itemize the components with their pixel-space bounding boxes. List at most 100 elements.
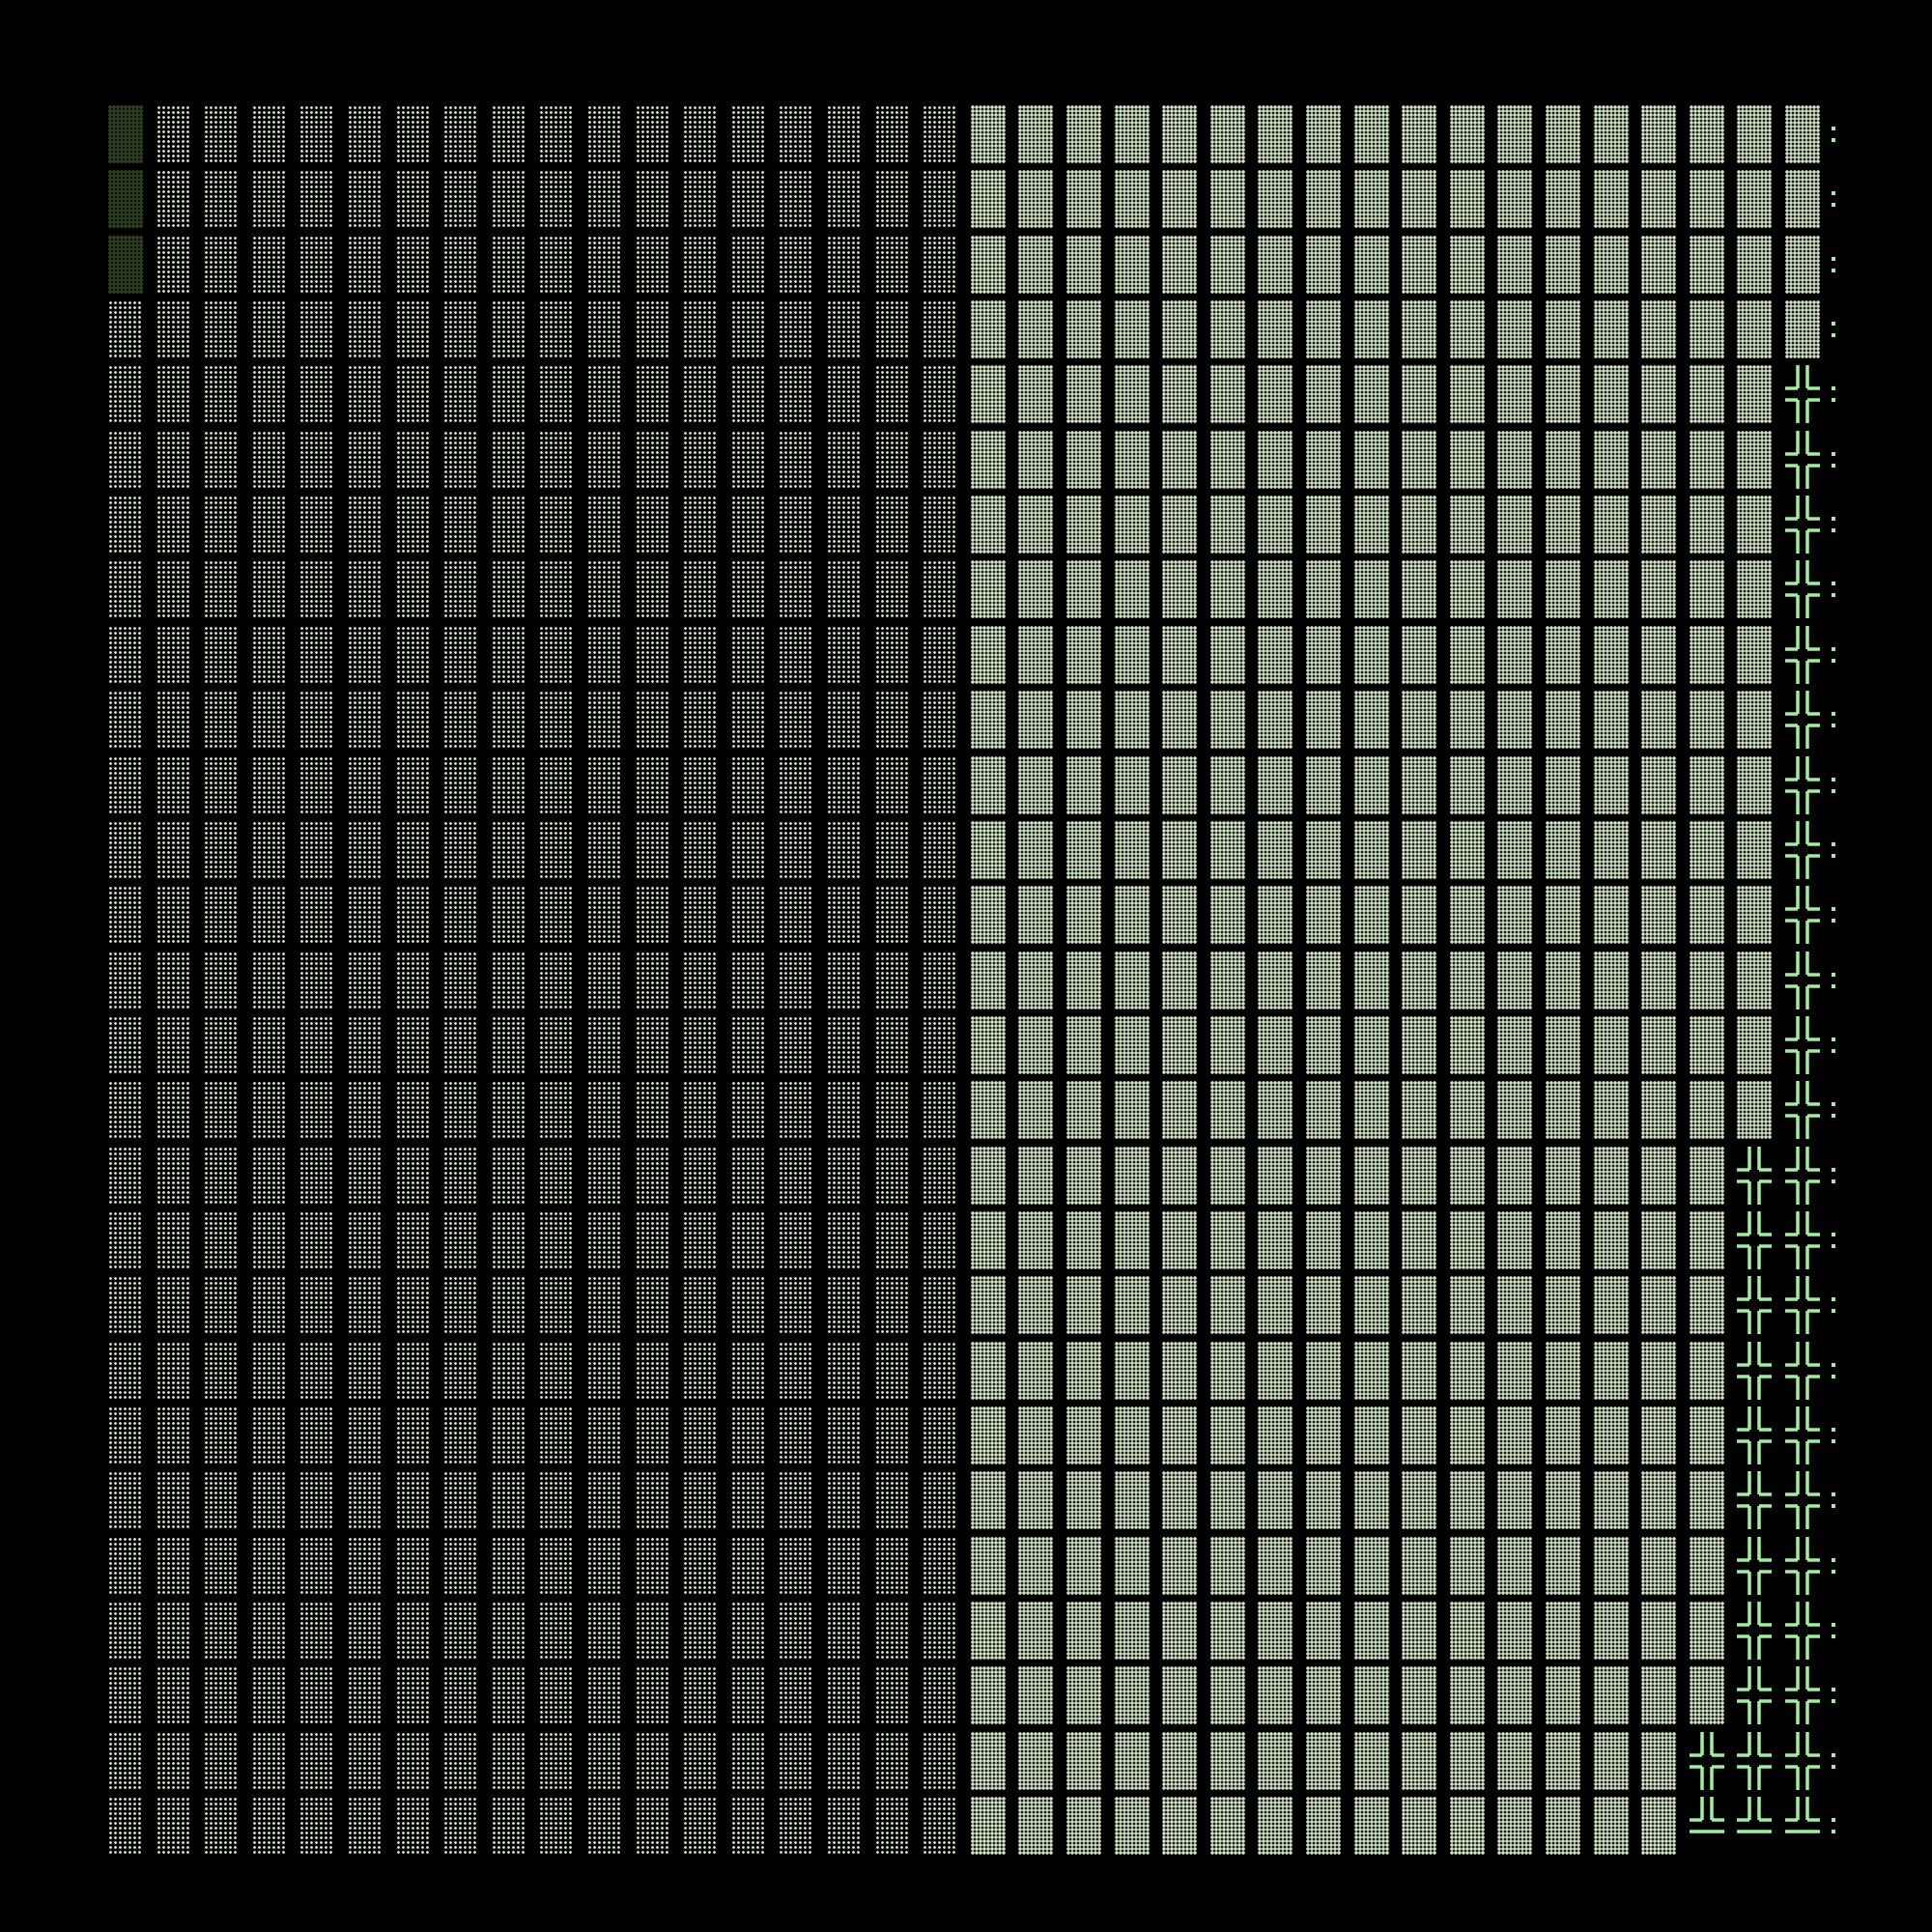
medium-shade-cell [1497,365,1533,424]
light-shade-cell [204,886,240,945]
medium-shade-cell [1593,430,1629,489]
medium-shade-cell [1018,1081,1054,1140]
box-cross-glyph [1785,430,1820,489]
light-shade-cell [779,1602,814,1661]
medium-shade-cell [1066,300,1101,359]
medium-shade-cell [1162,625,1198,684]
light-shade-cell [491,1536,526,1595]
light-shade-cell [251,1276,287,1335]
light-shade-cell [443,755,479,814]
medium-shade-cell [1306,1015,1341,1074]
light-shade-cell [683,625,719,684]
medium-shade-cell [1162,1797,1198,1856]
light-shade-cell [730,430,766,489]
light-shade-cell [539,365,575,424]
medium-shade-cell [1593,625,1629,684]
light-shade-cell [923,170,958,229]
medium-shade-cell [1402,560,1437,619]
row-end-colon [1826,236,1843,294]
medium-shade-cell [1449,886,1485,945]
light-shade-cell [395,625,431,684]
medium-shade-cell [970,1536,1006,1595]
row-end-colon [1826,756,1843,814]
medium-shade-cell [1162,1210,1198,1269]
medium-shade-cell [1258,1081,1293,1140]
medium-shade-cell [970,430,1006,489]
medium-shade-cell [1402,1146,1437,1205]
light-shade-cell [348,300,383,359]
medium-shade-cell [1546,1471,1580,1530]
light-shade-cell [299,1406,335,1464]
light-shade-cell [204,1146,240,1205]
light-shade-cell [443,430,479,489]
light-shade-cell [251,820,287,879]
medium-shade-cell [1641,1731,1677,1790]
medium-shade-cell [1066,560,1101,619]
light-shade-cell [299,170,335,229]
light-shade-cell [443,1471,479,1530]
box-cross-glyph [1785,1341,1820,1400]
light-shade-cell [395,235,431,294]
medium-shade-cell [1258,105,1293,163]
light-shade-cell [108,1666,143,1725]
medium-shade-cell [1258,1276,1293,1335]
light-shade-cell [443,951,479,1009]
medium-shade-cell [1402,496,1437,554]
medium-shade-cell [970,820,1006,879]
row-end-colon [1826,1081,1843,1139]
row-end-colon [1826,1276,1843,1334]
light-shade-cell [874,625,910,684]
light-shade-cell [539,560,575,619]
medium-shade-cell [1258,625,1293,684]
medium-shade-cell [970,1406,1006,1464]
medium-shade-cell [1114,496,1150,554]
medium-shade-cell [1209,365,1245,424]
medium-shade-cell [1641,1666,1677,1725]
medium-shade-cell [1546,951,1580,1009]
light-shade-cell [395,1602,431,1661]
light-shade-cell [587,1210,622,1269]
light-shade-cell [874,755,910,814]
medium-shade-cell [1114,1471,1150,1530]
medium-shade-cell [1209,1276,1245,1335]
medium-shade-cell [1209,1602,1245,1661]
medium-shade-cell [1402,235,1437,294]
light-shade-cell [108,1471,143,1530]
medium-shade-cell [1497,1797,1533,1856]
light-shade-cell [491,1210,526,1269]
light-shade-cell [204,1731,240,1790]
dim-block-cell [108,105,143,163]
medium-shade-cell [1114,1210,1150,1269]
light-shade-cell [587,1341,622,1400]
light-shade-cell [827,300,862,359]
light-shade-cell [299,1210,335,1269]
medium-shade-cell [1353,755,1389,814]
box-cross-glyph [1785,755,1820,814]
box-cross-glyph [1785,1406,1820,1464]
medium-shade-cell [1258,1602,1293,1661]
medium-shade-cell [1497,1406,1533,1464]
light-shade-cell [348,1276,383,1335]
medium-shade-cell [1306,560,1341,619]
medium-shade-cell [970,170,1006,229]
light-shade-cell [108,820,143,879]
medium-shade-cell [1641,755,1677,814]
light-shade-cell [874,235,910,294]
medium-shade-cell [1737,235,1773,294]
medium-shade-cell [1258,1015,1293,1074]
light-shade-cell [683,1081,719,1140]
medium-shade-cell [1449,1210,1485,1269]
light-shade-cell [827,755,862,814]
medium-shade-cell [1018,560,1054,619]
medium-shade-cell [1258,170,1293,229]
medium-shade-cell [1641,691,1677,750]
light-shade-cell [923,691,958,750]
row-end-colon [1826,170,1843,228]
light-shade-cell [156,1471,191,1530]
medium-shade-cell [1641,105,1677,163]
medium-shade-cell [1402,1536,1437,1595]
row-end-colon [1826,1211,1843,1269]
light-shade-cell [827,1406,862,1464]
light-shade-cell [779,1081,814,1140]
